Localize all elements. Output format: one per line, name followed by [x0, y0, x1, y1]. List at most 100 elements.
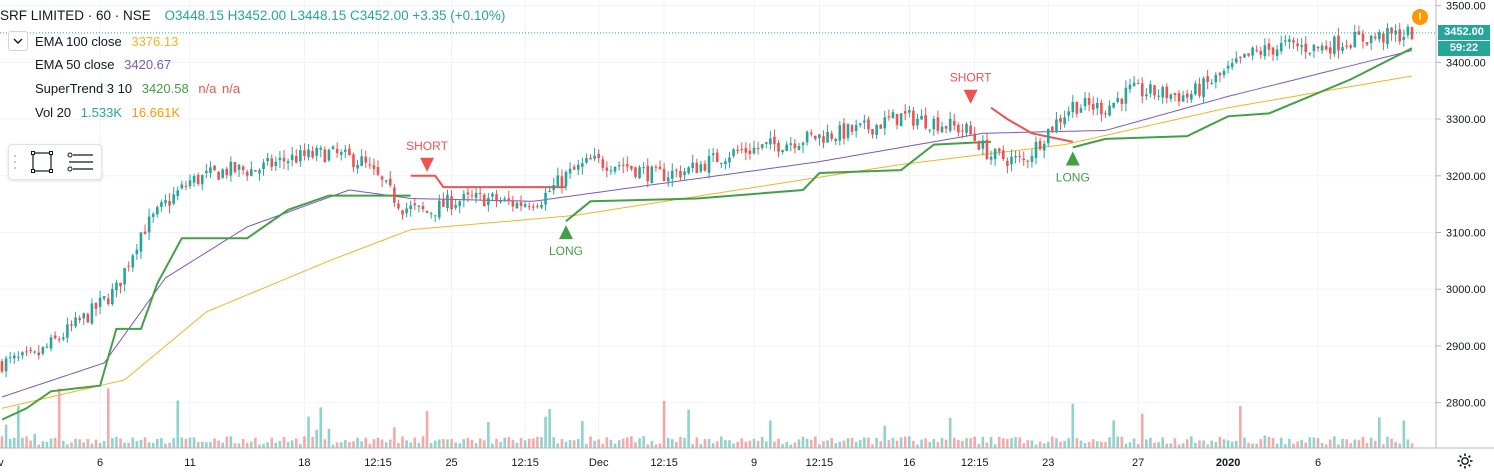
volume-bar	[961, 440, 964, 448]
candle-body	[290, 154, 294, 161]
candle-body	[53, 335, 57, 339]
candle-body	[605, 167, 609, 171]
legend-collapse-button[interactable]	[8, 31, 28, 51]
volume-bar	[1202, 440, 1205, 448]
volume-bar	[1243, 437, 1246, 448]
volume-bar	[809, 439, 813, 448]
candle-body	[728, 157, 731, 163]
candle-body	[33, 351, 36, 353]
candle-body	[814, 135, 817, 139]
candle-body	[1014, 156, 1017, 158]
volume-bar	[683, 437, 686, 448]
candle-body	[495, 194, 498, 202]
gear-icon[interactable]	[1456, 452, 1474, 470]
candle-body	[384, 180, 388, 182]
volume-bar	[1369, 437, 1373, 448]
candle-body	[736, 149, 739, 151]
volume-bar	[217, 440, 220, 448]
volume-bar	[1251, 443, 1254, 448]
legend-volume[interactable]: Vol 20 1.533K 16.661K	[35, 105, 186, 120]
legend-ema50[interactable]: EMA 50 close 3420.67	[35, 57, 177, 72]
legend-ema100[interactable]: EMA 100 close 3376.13	[35, 34, 184, 49]
candle-body	[278, 157, 282, 161]
volume-bar	[143, 437, 147, 448]
legend-supertrend[interactable]: SuperTrend 3 10 3420.58 n/a n/a	[35, 81, 246, 96]
alert-icon[interactable]: !	[1412, 9, 1428, 25]
candle-body	[769, 138, 772, 145]
volume-bar	[450, 439, 453, 448]
candle-body	[642, 167, 645, 169]
supertrend-line	[1, 47, 1413, 421]
candle-body	[556, 175, 560, 186]
ema-50-path	[1, 50, 1413, 398]
volume-bar	[826, 440, 829, 448]
volume-bar	[1275, 443, 1279, 448]
volume-bar	[519, 438, 523, 448]
candle-body	[1288, 39, 1291, 42]
candle-body	[307, 149, 310, 157]
supertrend-up-segment	[1, 194, 411, 421]
volume-bar	[213, 438, 216, 448]
volume-bar	[1026, 440, 1030, 448]
volume-bar	[286, 442, 290, 448]
candle-body	[826, 132, 829, 143]
candle-body	[1140, 83, 1144, 97]
candle-body	[98, 297, 102, 308]
volume-bar	[707, 439, 711, 448]
volume-bar	[1300, 439, 1303, 448]
grid	[0, 0, 1436, 448]
volume-bar	[515, 442, 519, 448]
lines-tool-button[interactable]	[67, 149, 93, 175]
time-tick-label: 12:15	[806, 457, 834, 469]
volume-bar	[164, 443, 167, 448]
volume-bar	[1267, 436, 1271, 448]
candle-body	[1365, 42, 1369, 45]
candle-body	[809, 132, 813, 135]
volume-bar	[315, 429, 318, 448]
volume-bar	[695, 437, 699, 448]
supertrend-down-segment	[410, 174, 566, 189]
candle-body	[1202, 78, 1205, 98]
volume-bar	[760, 437, 764, 448]
ohlc-values: O3448.15 H3452.00 L3448.15 C3452.00 +3.3…	[165, 8, 506, 23]
volume-bar	[1226, 440, 1230, 448]
volume-bar	[1157, 442, 1160, 448]
volume-bar	[1259, 439, 1263, 448]
volume-bar	[581, 421, 584, 448]
candle-body	[49, 337, 53, 349]
candle-body	[613, 166, 617, 172]
candle-body	[303, 150, 306, 156]
candle-body	[871, 129, 874, 135]
volume-bar	[254, 437, 257, 448]
candle-body	[1390, 27, 1393, 34]
volume-bar	[1030, 440, 1034, 448]
drag-handle-icon[interactable]	[13, 153, 17, 171]
candle-body	[401, 210, 404, 215]
volume-bar	[601, 443, 605, 448]
volume-bar	[1390, 438, 1393, 448]
candle-body	[822, 136, 825, 143]
volume-bar	[1104, 442, 1107, 448]
volume-bar	[127, 442, 130, 448]
volume-bar	[1173, 438, 1177, 448]
candle-body	[973, 133, 976, 141]
time-tick-label: 9	[751, 457, 757, 469]
volume-bar	[1353, 439, 1357, 448]
volume-bar	[646, 444, 650, 448]
volume-bar	[388, 439, 392, 448]
candle-body	[217, 171, 220, 180]
ema-100-line	[1, 75, 1413, 409]
volume-bar	[225, 436, 229, 448]
volume-bar	[1120, 436, 1124, 448]
candle-body	[503, 198, 506, 200]
candle-body	[1177, 93, 1181, 102]
candle-body	[1079, 108, 1083, 113]
candle-body	[715, 152, 719, 163]
volume-bar	[119, 438, 122, 448]
rectangle-tool-button[interactable]	[29, 149, 55, 175]
candle-body	[1251, 47, 1254, 56]
volume-bar	[303, 436, 306, 448]
candle-body	[82, 313, 86, 319]
volume-bar	[111, 438, 114, 448]
